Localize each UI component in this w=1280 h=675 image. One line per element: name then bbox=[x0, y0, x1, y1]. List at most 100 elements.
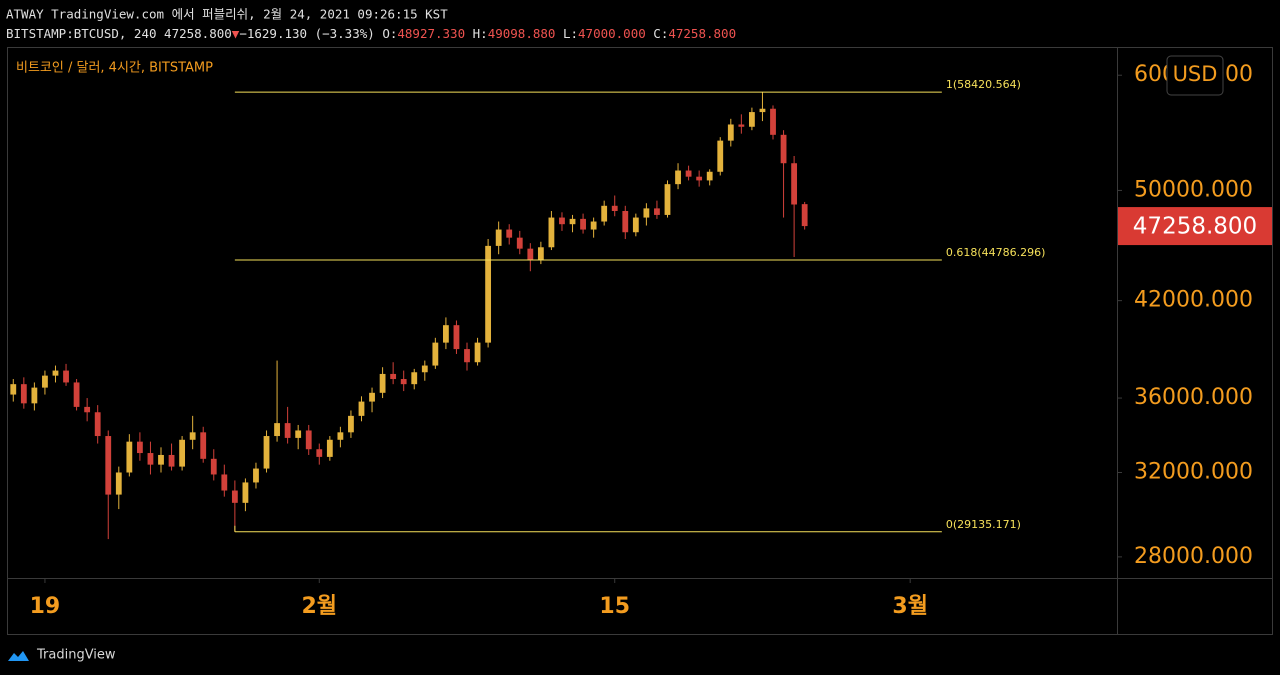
candle-body bbox=[801, 204, 808, 227]
candle-body bbox=[63, 370, 69, 383]
candle-body bbox=[147, 453, 154, 465]
candle-body bbox=[601, 205, 608, 222]
candle-body bbox=[10, 384, 17, 395]
logo bbox=[8, 651, 29, 661]
candle-body bbox=[759, 108, 766, 113]
candle-body bbox=[263, 436, 270, 469]
frame bbox=[7, 47, 1273, 635]
candle-body bbox=[126, 441, 133, 473]
symbol-line: BITSTAMP:BTCUSD, 240 47258.800▼−1629.130… bbox=[6, 26, 736, 41]
candle-body bbox=[717, 140, 724, 172]
candle-body bbox=[400, 379, 407, 385]
candle-body bbox=[305, 430, 312, 450]
fib-label: 1(58420.564) bbox=[946, 78, 1021, 91]
candle-body bbox=[432, 342, 439, 366]
candle-body bbox=[643, 208, 650, 218]
candle-body bbox=[696, 176, 703, 181]
candle-body bbox=[611, 205, 618, 211]
candle-body bbox=[348, 415, 354, 433]
open: 48927.330 bbox=[397, 26, 465, 41]
candle-body bbox=[453, 325, 460, 350]
candle-body bbox=[706, 171, 713, 181]
candle-body bbox=[189, 432, 196, 440]
candle-body bbox=[675, 170, 681, 185]
candle-body bbox=[284, 423, 291, 438]
candle-body bbox=[664, 184, 671, 215]
candle-body bbox=[20, 384, 27, 404]
close: 47258.800 bbox=[668, 26, 736, 41]
x-tick-label: 15 bbox=[599, 594, 630, 619]
y-tick-label: 42000.000 bbox=[1134, 288, 1253, 313]
candle-body bbox=[590, 221, 597, 230]
arrow: ▼ bbox=[232, 26, 240, 41]
candle-body bbox=[31, 387, 38, 404]
c-key: C: bbox=[653, 26, 668, 41]
symbol: BITSTAMP:BTCUSD, 240 47258.800 bbox=[6, 26, 232, 41]
candle-body bbox=[337, 432, 344, 440]
l-key: L: bbox=[563, 26, 578, 41]
candle-body bbox=[42, 375, 48, 388]
candle-body bbox=[295, 430, 302, 438]
candle-body bbox=[200, 432, 207, 459]
candle-body bbox=[105, 436, 112, 495]
candle-body bbox=[548, 217, 555, 248]
candle-body bbox=[580, 218, 586, 230]
candle-body bbox=[73, 382, 80, 407]
candle-body bbox=[654, 208, 660, 215]
candle-body bbox=[770, 108, 776, 135]
candle-body bbox=[685, 170, 692, 177]
candle-body bbox=[358, 401, 365, 416]
candle-body bbox=[622, 210, 629, 233]
candle-body bbox=[464, 349, 470, 363]
candle-body bbox=[411, 372, 418, 385]
h-key: H: bbox=[473, 26, 488, 41]
y-tick-label: 36000.000 bbox=[1134, 385, 1253, 410]
candle-body bbox=[749, 112, 755, 127]
candle-body bbox=[379, 373, 386, 393]
candle-body bbox=[94, 412, 101, 437]
candle-body bbox=[495, 229, 502, 246]
footer: TradingView bbox=[8, 648, 116, 663]
candle-body bbox=[231, 490, 238, 503]
candle-body bbox=[569, 218, 576, 225]
candle-body bbox=[559, 217, 565, 225]
candle-body bbox=[179, 439, 186, 467]
x-tick-label: 2월 bbox=[301, 594, 337, 619]
candle-body bbox=[780, 134, 787, 164]
change: −1629.130 (−3.33%) bbox=[239, 26, 374, 41]
candle-body bbox=[527, 248, 534, 260]
candle-body bbox=[506, 229, 513, 238]
candle-body bbox=[84, 406, 91, 413]
candle-body bbox=[485, 245, 492, 343]
y-tick-label: 32000.000 bbox=[1134, 459, 1253, 484]
candle-body bbox=[632, 217, 639, 233]
high: 49098.880 bbox=[488, 26, 556, 41]
candle-body bbox=[369, 392, 375, 402]
x-tick-label: 19 bbox=[30, 594, 61, 619]
candle-body bbox=[516, 237, 523, 249]
candle-body bbox=[158, 454, 164, 465]
candle-body bbox=[274, 423, 280, 437]
candle-body bbox=[326, 439, 333, 457]
o-key: O: bbox=[382, 26, 397, 41]
candle-body bbox=[136, 441, 143, 454]
candle-body bbox=[210, 458, 217, 475]
candle-body bbox=[738, 124, 745, 127]
candle-body bbox=[443, 325, 449, 343]
candle-body bbox=[537, 247, 544, 260]
low: 47000.000 bbox=[578, 26, 646, 41]
y-tick-label: 28000.000 bbox=[1134, 544, 1253, 569]
chart-legend: 비트코인 / 달러, 4시간, BITSTAMP bbox=[16, 61, 213, 76]
y-tick-label: 50000.000 bbox=[1134, 177, 1253, 202]
candle-body bbox=[421, 365, 428, 373]
fib-label: 0.618(44786.296) bbox=[946, 246, 1046, 259]
last-price-box bbox=[1118, 207, 1272, 246]
fib-label: 0(29135.171) bbox=[946, 518, 1021, 531]
currency-label: USD bbox=[1173, 62, 1218, 86]
candle-body bbox=[221, 474, 228, 491]
candle-body bbox=[390, 373, 397, 380]
candle-body bbox=[474, 342, 481, 363]
